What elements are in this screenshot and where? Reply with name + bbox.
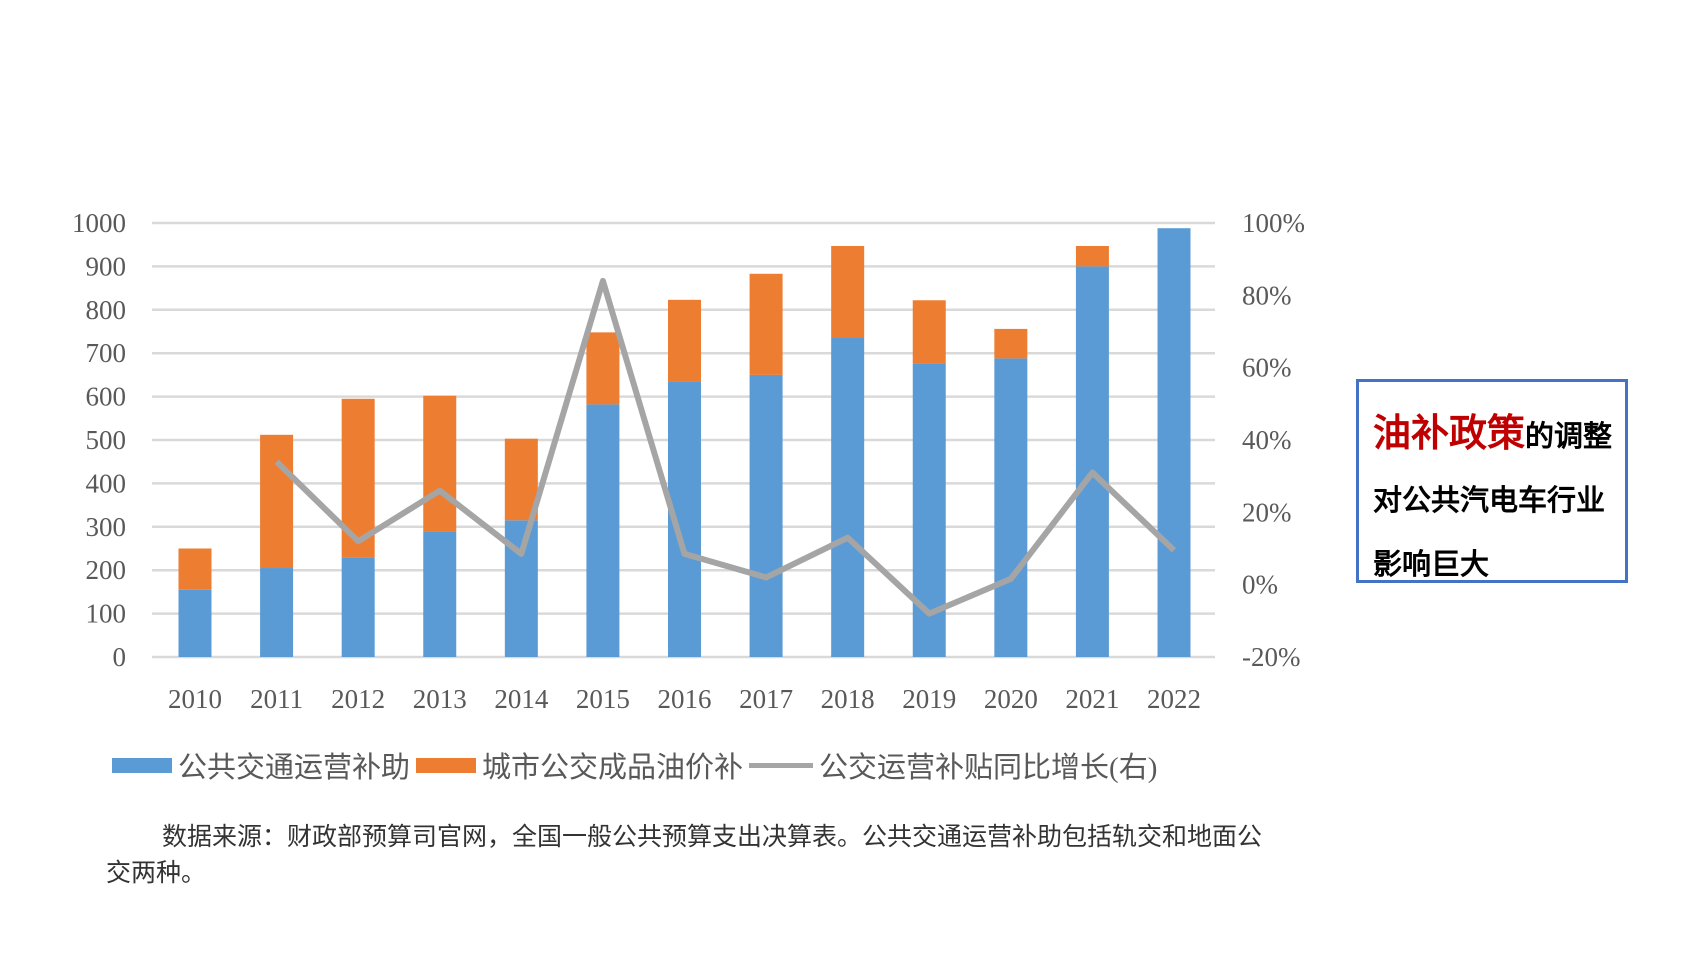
- bar-fuel-subsidy: [912, 300, 946, 364]
- left-axis-ticks: 0 100 200 300 400 500 600 700 800 900 1000: [72, 208, 126, 672]
- left-tick-label: 800: [86, 295, 127, 325]
- bar-fuel-subsidy: [994, 328, 1028, 359]
- legend-label: 公共交通运营补助: [178, 752, 411, 784]
- legend: 公共交通运营补助 城市公交成品油价补 公交运营补贴同比增长(右): [112, 744, 1163, 786]
- x-tick-label: 2012: [331, 684, 385, 714]
- bar-operating-subsidy: [1075, 266, 1109, 657]
- bar-fuel-subsidy: [668, 299, 701, 382]
- left-tick-label: 1000: [72, 208, 126, 238]
- right-tick-label: 100%: [1242, 208, 1305, 238]
- x-tick-label: 2016: [658, 684, 712, 714]
- x-tick-label: 2020: [984, 684, 1038, 714]
- x-tick-label: 2014: [494, 684, 549, 714]
- right-tick-label: 80%: [1242, 280, 1292, 310]
- bar-operating-subsidy: [341, 557, 375, 657]
- legend-label: 公交运营补贴同比增长(右): [819, 752, 1158, 784]
- left-tick-label: 300: [86, 512, 127, 542]
- x-tick-label: 2010: [168, 684, 222, 714]
- callout-highlight: 油补政策: [1373, 413, 1526, 455]
- bar-operating-subsidy: [504, 520, 538, 657]
- bar-operating-subsidy: [1157, 228, 1191, 657]
- bar-fuel-subsidy: [586, 332, 620, 405]
- callout-box: 油补政策的调整对公共汽电车行业影响巨大: [1356, 379, 1628, 583]
- right-tick-label: 40%: [1242, 425, 1292, 455]
- bar-fuel-subsidy: [423, 395, 457, 532]
- left-tick-label: 100: [86, 599, 127, 629]
- bar-operating-subsidy: [423, 531, 457, 657]
- left-tick-label: 0: [113, 642, 127, 672]
- left-tick-label: 200: [86, 555, 127, 585]
- left-tick-label: 400: [86, 468, 127, 498]
- bar-fuel-subsidy: [831, 246, 865, 339]
- bar-fuel-subsidy: [178, 548, 212, 590]
- bars: [178, 228, 1191, 657]
- legend-item-growth: 公交运营补贴同比增长(右): [749, 744, 1157, 786]
- legend-swatch-line: [749, 762, 814, 768]
- x-tick-label: 2017: [739, 684, 793, 714]
- legend-item-subsidy: 公共交通运营补助: [112, 744, 410, 786]
- legend-swatch-blue: [112, 757, 172, 773]
- x-tick-label: 2019: [902, 684, 956, 714]
- left-tick-label: 600: [86, 382, 127, 412]
- bar-operating-subsidy: [831, 338, 865, 657]
- legend-item-fuel: 城市公交成品油价补: [416, 744, 743, 786]
- legend-label: 城市公交成品油价补: [482, 752, 744, 784]
- x-tick-label: 2011: [250, 684, 303, 714]
- x-tick-label: 2015: [576, 684, 630, 714]
- bar-operating-subsidy: [178, 589, 212, 657]
- bar-fuel-subsidy: [749, 273, 783, 375]
- growth-line: [274, 277, 1177, 617]
- left-tick-label: 900: [86, 251, 127, 281]
- bar-fuel-subsidy: [1075, 246, 1109, 267]
- right-tick-label: 0%: [1242, 570, 1278, 600]
- chart: 0 100 200 300 400 500 600 700 800 900 1000 -20% 0% 2…: [72, 208, 1305, 714]
- right-tick-label: -20%: [1242, 642, 1300, 672]
- right-tick-label: 60%: [1242, 353, 1292, 383]
- x-tick-label: 2022: [1147, 684, 1201, 714]
- bar-operating-subsidy: [260, 568, 294, 657]
- legend-swatch-orange: [416, 757, 477, 773]
- x-tick-label: 2021: [1065, 684, 1119, 714]
- bar-operating-subsidy: [749, 374, 783, 657]
- right-tick-label: 20%: [1242, 497, 1292, 527]
- bar-operating-subsidy: [994, 358, 1028, 657]
- bar-fuel-subsidy: [260, 434, 294, 569]
- left-tick-label: 700: [86, 338, 127, 368]
- source-note: 数据来源：财政部预算司官网，全国一般公共预算支出决算表。公共交通运营补助包括轨交…: [106, 824, 1263, 887]
- right-axis-ticks: -20% 0% 20% 40% 60% 80% 100%: [1242, 208, 1305, 672]
- x-tick-label: 2018: [821, 684, 875, 714]
- callout-text: 的调整对公共汽电车行业影响巨大: [1373, 421, 1613, 581]
- bar-operating-subsidy: [586, 404, 620, 657]
- growth-line-path: [274, 277, 1177, 617]
- x-axis-ticks: 2010 2011 2012 2013 2014 2015 2016 2017 2018 2019…: [168, 684, 1201, 714]
- left-tick-label: 500: [86, 425, 127, 455]
- x-tick-label: 2013: [413, 684, 467, 714]
